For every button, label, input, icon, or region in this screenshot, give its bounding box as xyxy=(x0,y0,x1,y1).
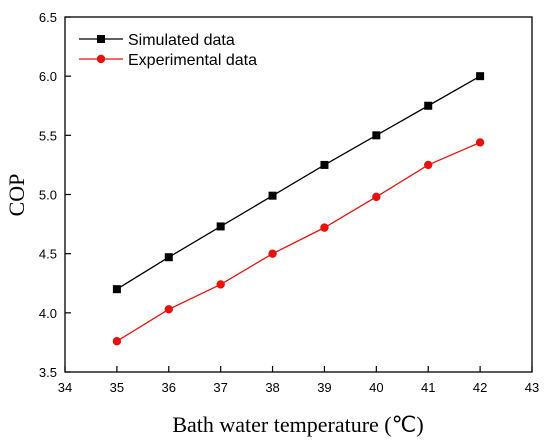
ticks-layer: 34 35 36 37 38 39 40 41 42 43 3.5 4.0 4.5 5.0 5.5 6.0 6.… xyxy=(39,10,539,395)
y-tick-label: 6.5 xyxy=(39,10,57,25)
data-point-simulated xyxy=(372,131,381,140)
x-tick-label: 43 xyxy=(525,380,539,395)
legend: Simulated data Experimental data xyxy=(79,32,257,69)
data-point-experimental xyxy=(320,223,329,232)
data-point-experimental xyxy=(475,138,485,147)
y-tick-label: 3.5 xyxy=(39,365,57,380)
data-point-simulated xyxy=(164,253,173,262)
x-tick-label: 34 xyxy=(58,380,72,395)
data-point-simulated xyxy=(476,72,485,81)
plot-frame xyxy=(64,16,533,373)
data-point-experimental xyxy=(112,337,122,346)
x-tick-label: 38 xyxy=(265,380,279,395)
x-tick-label: 41 xyxy=(421,380,435,395)
data-point-experimental xyxy=(372,192,381,202)
x-axis-title: Bath water temperature (℃) xyxy=(172,412,423,437)
y-axis-title: COP xyxy=(4,174,29,217)
series-layer xyxy=(112,72,485,346)
data-point-simulated xyxy=(216,222,225,231)
data-point-simulated xyxy=(424,101,433,110)
x-tick-label: 36 xyxy=(162,380,176,395)
data-point-experimental xyxy=(424,160,433,170)
y-tick-label: 5.0 xyxy=(39,188,57,203)
data-point-experimental xyxy=(216,280,225,289)
y-tick-label: 4.0 xyxy=(39,306,57,321)
data-point-simulated xyxy=(320,160,329,169)
data-point-experimental xyxy=(268,249,277,258)
x-tick-label: 42 xyxy=(473,380,487,395)
x-tick-label: 35 xyxy=(110,380,124,395)
y-tick-label: 5.5 xyxy=(39,128,57,143)
x-tick-label: 40 xyxy=(369,380,383,395)
series-line-experimental xyxy=(116,141,481,342)
legend-label-experimental: Experimental data xyxy=(128,52,257,69)
data-point-simulated xyxy=(268,191,277,200)
y-tick-label: 6.0 xyxy=(39,69,57,84)
legend-marker-simulated xyxy=(97,35,105,43)
y-tick-label: 4.5 xyxy=(39,247,57,262)
data-point-simulated xyxy=(112,285,121,294)
x-tick-label: 39 xyxy=(317,380,331,395)
data-point-experimental xyxy=(164,305,173,314)
legend-label-simulated: Simulated data xyxy=(128,32,235,49)
x-tick-label: 37 xyxy=(213,380,227,395)
legend-marker-experimental xyxy=(96,54,106,64)
series-line-simulated xyxy=(116,75,481,290)
